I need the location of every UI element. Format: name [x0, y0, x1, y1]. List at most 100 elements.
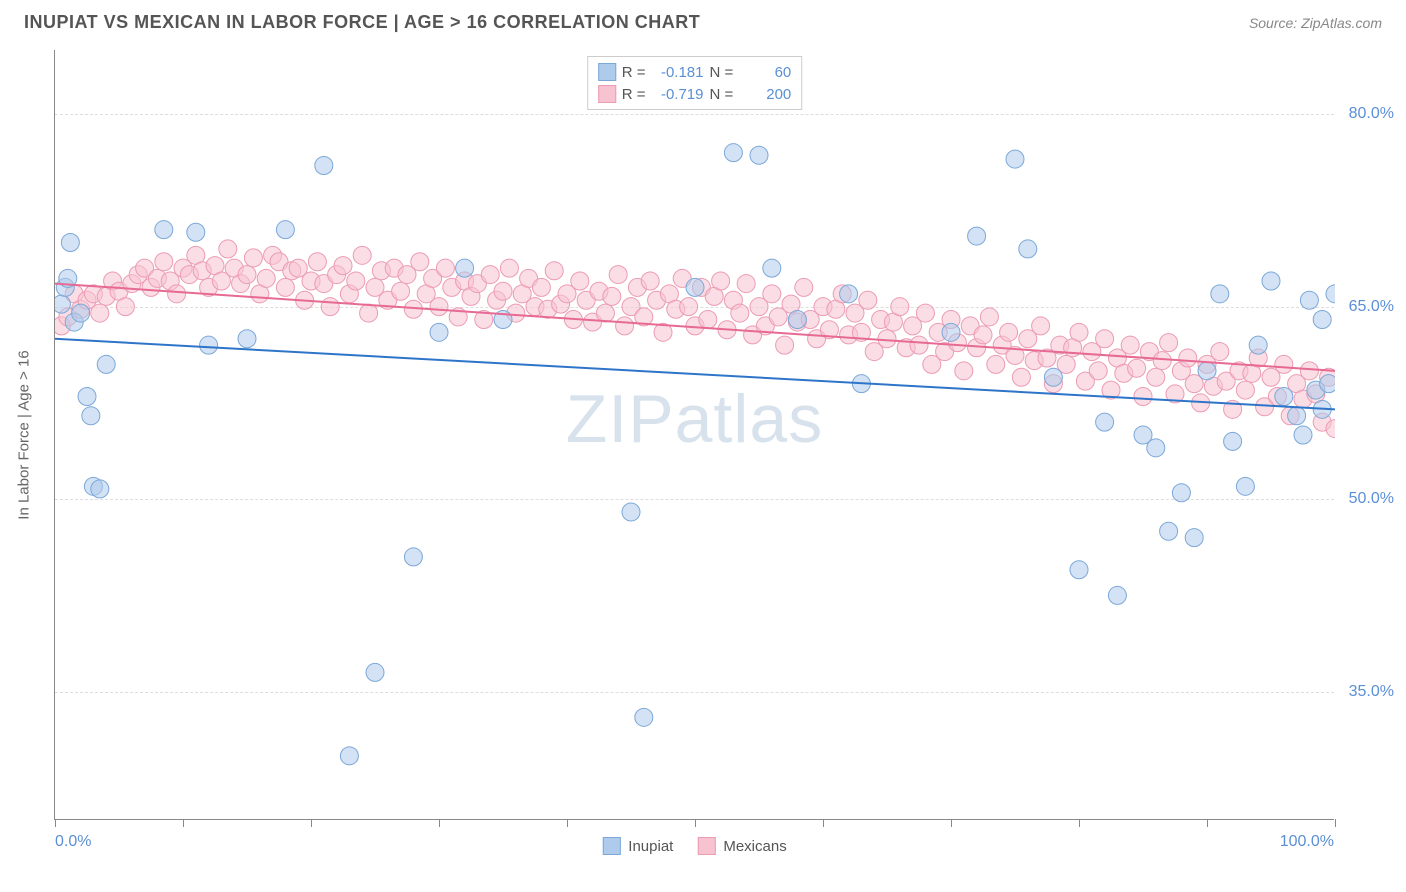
x-tick — [695, 819, 696, 827]
data-point — [91, 480, 109, 498]
y-axis-label: In Labor Force | Age > 16 — [16, 350, 33, 519]
swatch-mexicans — [697, 837, 715, 855]
data-point — [731, 304, 749, 322]
data-point — [737, 275, 755, 293]
data-point — [55, 295, 70, 313]
data-point — [1012, 368, 1030, 386]
data-point — [776, 336, 794, 354]
data-point — [1262, 272, 1280, 290]
data-point — [974, 326, 992, 344]
data-point — [353, 246, 371, 264]
x-tick-right: 100.0% — [1280, 833, 1334, 851]
legend-row-inupiat: R = -0.181 N = 60 — [598, 61, 792, 83]
data-point — [155, 253, 173, 271]
x-tick — [311, 819, 312, 827]
data-point — [686, 278, 704, 296]
data-point — [1134, 388, 1152, 406]
data-point — [840, 285, 858, 303]
data-point — [334, 257, 352, 275]
data-point — [1160, 334, 1178, 352]
y-tick-label: 50.0% — [1349, 490, 1394, 508]
data-point — [1313, 311, 1331, 329]
data-point — [1236, 381, 1254, 399]
data-point — [456, 259, 474, 277]
swatch-inupiat — [602, 837, 620, 855]
data-point — [616, 317, 634, 335]
data-point — [795, 278, 813, 296]
data-point — [1275, 355, 1293, 373]
data-point — [603, 287, 621, 305]
swatch-inupiat — [598, 63, 616, 81]
data-point — [1019, 240, 1037, 258]
y-tick-label: 35.0% — [1349, 683, 1394, 701]
data-point — [1249, 336, 1267, 354]
data-point — [1070, 561, 1088, 579]
data-point — [347, 272, 365, 290]
chart-container: In Labor Force | Age > 16 ZIPatlas R = -… — [54, 50, 1384, 820]
data-point — [1288, 407, 1306, 425]
data-point — [1160, 522, 1178, 540]
data-point — [257, 269, 275, 287]
data-point — [641, 272, 659, 290]
data-point — [276, 278, 294, 296]
data-point — [891, 298, 909, 316]
data-point — [955, 362, 973, 380]
data-point — [116, 298, 134, 316]
data-point — [1006, 150, 1024, 168]
x-tick — [1207, 819, 1208, 827]
data-point — [411, 253, 429, 271]
data-point — [1275, 388, 1293, 406]
series-legend: Inupiat Mexicans — [602, 837, 786, 855]
data-point — [392, 282, 410, 300]
data-point — [430, 298, 448, 316]
data-point — [238, 266, 256, 284]
data-point — [1147, 368, 1165, 386]
plot-area: ZIPatlas R = -0.181 N = 60 R = -0.719 N … — [54, 50, 1334, 820]
y-tick-label: 80.0% — [1349, 105, 1394, 123]
data-point — [1096, 413, 1114, 431]
data-point — [1211, 343, 1229, 361]
data-point — [1044, 368, 1062, 386]
x-tick — [951, 819, 952, 827]
data-point — [1108, 586, 1126, 604]
data-point — [1185, 529, 1203, 547]
data-point — [1294, 426, 1312, 444]
data-point — [91, 304, 109, 322]
data-point — [1179, 349, 1197, 367]
x-tick — [439, 819, 440, 827]
data-point — [788, 311, 806, 329]
x-tick — [1079, 819, 1080, 827]
data-point — [750, 146, 768, 164]
legend-row-mexicans: R = -0.719 N = 200 — [598, 83, 792, 105]
data-point — [763, 285, 781, 303]
swatch-mexicans — [598, 85, 616, 103]
data-point — [97, 355, 115, 373]
data-point — [481, 266, 499, 284]
data-point — [1147, 439, 1165, 457]
scatter-svg — [55, 50, 1335, 820]
data-point — [910, 336, 928, 354]
y-tick-label: 65.0% — [1349, 298, 1394, 316]
data-point — [315, 157, 333, 175]
data-point — [1236, 477, 1254, 495]
data-point — [219, 240, 237, 258]
legend-item-mexicans: Mexicans — [697, 837, 786, 855]
data-point — [61, 234, 79, 252]
x-tick — [567, 819, 568, 827]
data-point — [244, 249, 262, 267]
data-point — [200, 336, 218, 354]
data-point — [308, 253, 326, 271]
data-point — [78, 388, 96, 406]
data-point — [1300, 291, 1318, 309]
data-point — [1089, 362, 1107, 380]
data-point — [609, 266, 627, 284]
data-point — [1032, 317, 1050, 335]
data-point — [968, 227, 986, 245]
data-point — [571, 272, 589, 290]
data-point — [340, 747, 358, 765]
data-point — [72, 304, 90, 322]
data-point — [155, 221, 173, 239]
x-tick-left: 0.0% — [55, 833, 91, 851]
data-point — [1198, 362, 1216, 380]
data-point — [187, 223, 205, 241]
